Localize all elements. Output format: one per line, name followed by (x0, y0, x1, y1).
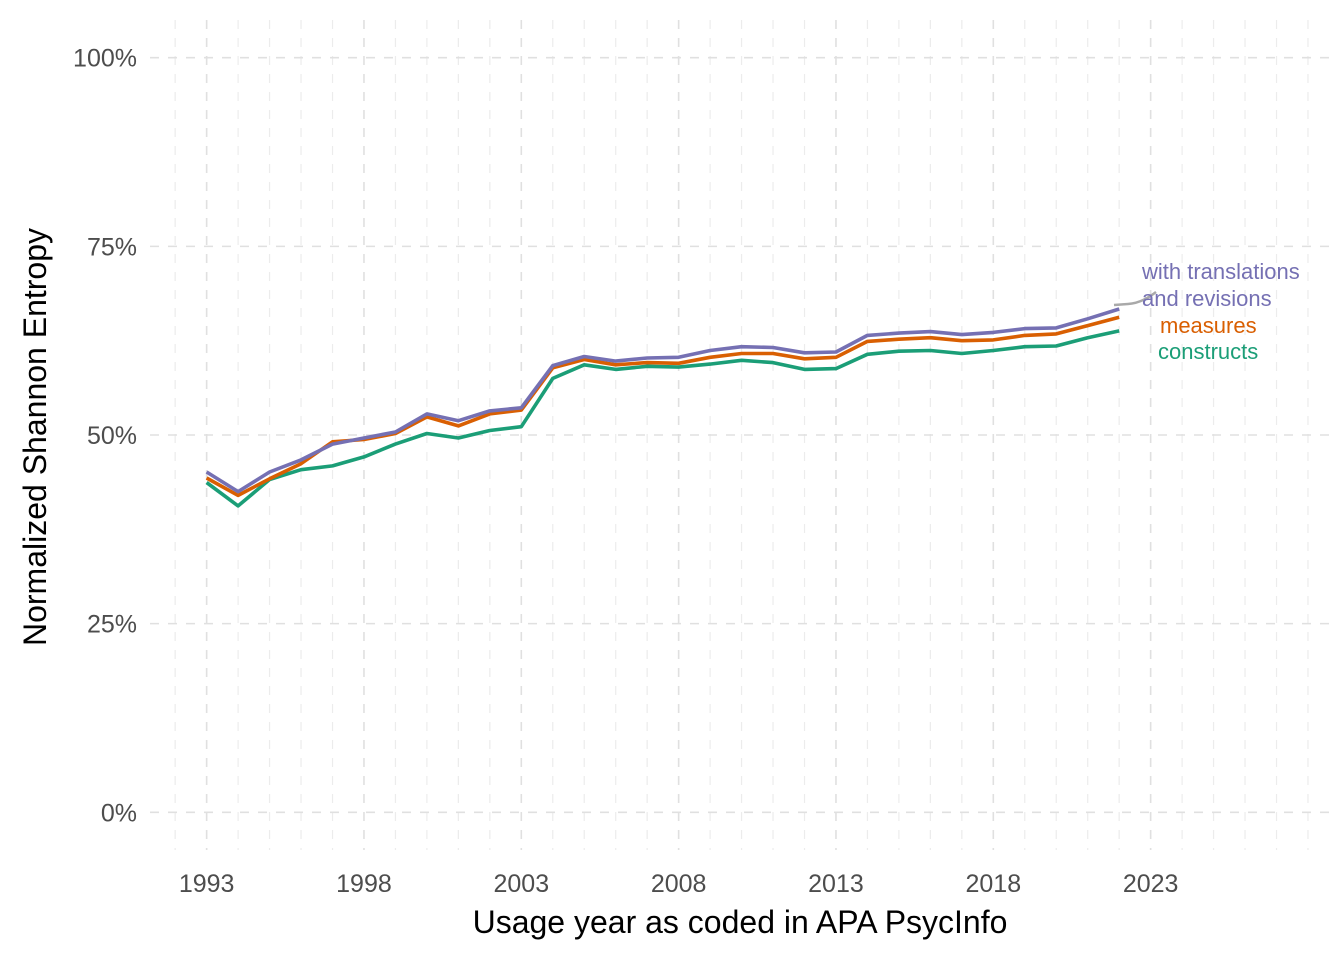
y-tick-label: 0% (101, 799, 137, 827)
series-line-constructs (205, 329, 1120, 508)
x-tick-label: 1993 (179, 870, 235, 898)
series-lines (205, 307, 1120, 508)
series-line-with-translations-and-revisions (205, 307, 1120, 494)
x-axis-title: Usage year as coded in APA PsycInfo (473, 904, 1008, 940)
series-label-constructs: constructs (1158, 339, 1258, 364)
x-tick-label: 1998 (336, 870, 392, 898)
x-tick-label: 2018 (965, 870, 1021, 898)
x-tick-label: 2008 (651, 870, 707, 898)
series-label-translations-line1: with translations (1141, 259, 1300, 284)
series-line-measures (205, 315, 1120, 498)
x-tick-label: 2003 (493, 870, 549, 898)
grid-lines (150, 20, 1330, 850)
label-leader-line (1113, 291, 1157, 307)
y-axis-tick-labels: 0% 25% 50% 75% 100% (73, 45, 137, 828)
series-label-measures: measures (1160, 313, 1257, 338)
y-tick-label: 75% (87, 233, 137, 261)
series-label-translations-line2: and revisions (1142, 286, 1272, 311)
y-tick-label: 100% (73, 45, 137, 73)
y-tick-label: 50% (87, 422, 137, 450)
y-tick-label: 25% (87, 611, 137, 639)
x-tick-label: 2023 (1123, 870, 1179, 898)
y-axis-title: Normalized Shannon Entropy (17, 228, 53, 646)
x-tick-label: 2013 (808, 870, 864, 898)
x-axis-tick-labels: 1993 1998 2003 2008 2013 2018 2023 (179, 870, 1179, 898)
